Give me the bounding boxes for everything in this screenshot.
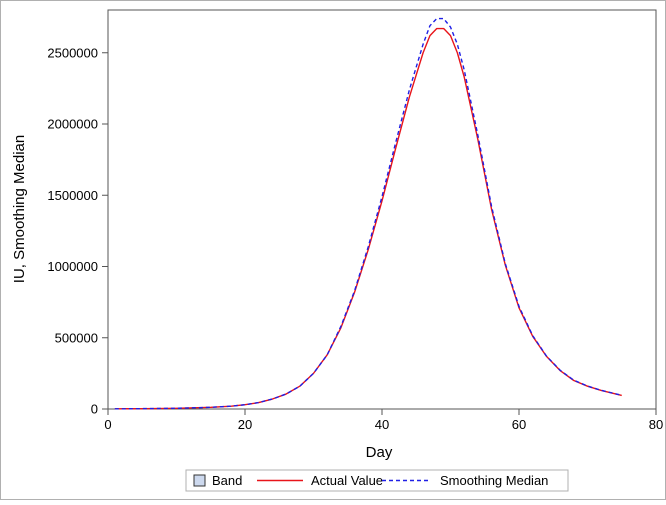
legend-label: Band — [212, 473, 242, 488]
y-tick-label: 2500000 — [47, 45, 98, 60]
legend-label: Smoothing Median — [440, 473, 548, 488]
x-tick-label: 80 — [649, 417, 663, 432]
x-axis: 0 20 40 60 80 — [104, 409, 663, 432]
y-tick-label: 1000000 — [47, 259, 98, 274]
x-tick-label: 40 — [375, 417, 389, 432]
legend-box — [185, 469, 569, 492]
legend-label: Actual Value — [311, 473, 383, 488]
y-axis: 0 500000 1000000 1500000 2000000 2500000 — [47, 45, 108, 417]
series-layer — [114, 17, 622, 410]
plot-area — [107, 9, 657, 410]
smoothing-median-line — [114, 17, 622, 410]
x-tick-label: 60 — [512, 417, 526, 432]
x-tick-label: 20 — [238, 417, 252, 432]
legend: Band Actual Value Smoothing Median — [185, 469, 569, 492]
y-tick-label: 500000 — [55, 330, 98, 345]
y-tick-label: 0 — [91, 402, 98, 417]
y-tick-label: 2000000 — [47, 117, 98, 132]
y-axis-label: IU, Smoothing Median — [11, 135, 28, 283]
y-tick-label: 1500000 — [47, 188, 98, 203]
legend-swatch-band — [193, 474, 206, 487]
x-tick-label: 0 — [104, 417, 111, 432]
x-axis-label: Day — [366, 444, 393, 461]
